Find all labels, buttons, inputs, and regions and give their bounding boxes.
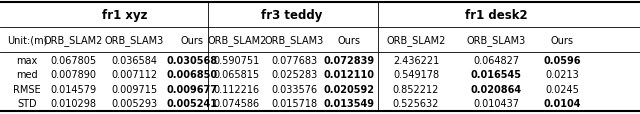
Text: 0.025283: 0.025283 [271, 70, 317, 80]
Text: RMSE: RMSE [13, 84, 41, 94]
Text: ORB_SLAM3: ORB_SLAM3 [265, 35, 324, 46]
Text: 0.020864: 0.020864 [470, 84, 522, 94]
Text: ORB_SLAM2: ORB_SLAM2 [207, 35, 266, 46]
Text: fr1 desk2: fr1 desk2 [465, 9, 527, 22]
Text: 0.0596: 0.0596 [543, 55, 580, 65]
Text: 0.007112: 0.007112 [111, 70, 157, 80]
Text: 0.0213: 0.0213 [545, 70, 579, 80]
Text: STD: STD [17, 98, 36, 108]
Text: 0.0104: 0.0104 [543, 98, 580, 108]
Text: 0.020592: 0.020592 [323, 84, 374, 94]
Text: ORB_SLAM3: ORB_SLAM3 [105, 35, 164, 46]
Text: 0.033576: 0.033576 [271, 84, 317, 94]
Text: 0.065815: 0.065815 [214, 70, 260, 80]
Text: Ours: Ours [337, 35, 360, 45]
Text: 0.010437: 0.010437 [473, 98, 519, 108]
Text: 0.009715: 0.009715 [111, 84, 157, 94]
Text: 0.030568: 0.030568 [166, 55, 218, 65]
Text: 0.005293: 0.005293 [111, 98, 157, 108]
Text: 0.006850: 0.006850 [166, 70, 218, 80]
Text: 0.036584: 0.036584 [111, 55, 157, 65]
Text: 0.067805: 0.067805 [51, 55, 97, 65]
Text: Ours: Ours [550, 35, 573, 45]
Text: 0.015718: 0.015718 [271, 98, 317, 108]
Text: 0.549178: 0.549178 [393, 70, 439, 80]
Text: max: max [16, 55, 38, 65]
Text: 0.016545: 0.016545 [470, 70, 522, 80]
Text: ORB_SLAM3: ORB_SLAM3 [467, 35, 525, 46]
Text: 0.007890: 0.007890 [51, 70, 97, 80]
Text: 0.012110: 0.012110 [323, 70, 374, 80]
Text: 0.0245: 0.0245 [545, 84, 579, 94]
Text: 0.072839: 0.072839 [323, 55, 374, 65]
Text: fr3 teddy: fr3 teddy [260, 9, 322, 22]
Text: Ours: Ours [180, 35, 204, 45]
Text: 0.077683: 0.077683 [271, 55, 317, 65]
Text: 0.009677: 0.009677 [166, 84, 218, 94]
Text: 0.074586: 0.074586 [214, 98, 260, 108]
Text: Unit:(m): Unit:(m) [6, 35, 47, 45]
Text: med: med [16, 70, 38, 80]
Text: 2.436221: 2.436221 [393, 55, 439, 65]
Text: 0.112216: 0.112216 [214, 84, 260, 94]
Text: 0.064827: 0.064827 [473, 55, 519, 65]
Text: fr1 xyz: fr1 xyz [102, 9, 148, 22]
Text: 0.005241: 0.005241 [166, 98, 218, 108]
Text: ORB_SLAM2: ORB_SLAM2 [387, 35, 445, 46]
Text: 0.013549: 0.013549 [323, 98, 374, 108]
Text: 0.525632: 0.525632 [393, 98, 439, 108]
Text: 0.014579: 0.014579 [51, 84, 97, 94]
Text: 0.590751: 0.590751 [214, 55, 260, 65]
Text: 0.010298: 0.010298 [51, 98, 97, 108]
Text: 0.852212: 0.852212 [393, 84, 439, 94]
Text: ORB_SLAM2: ORB_SLAM2 [44, 35, 103, 46]
